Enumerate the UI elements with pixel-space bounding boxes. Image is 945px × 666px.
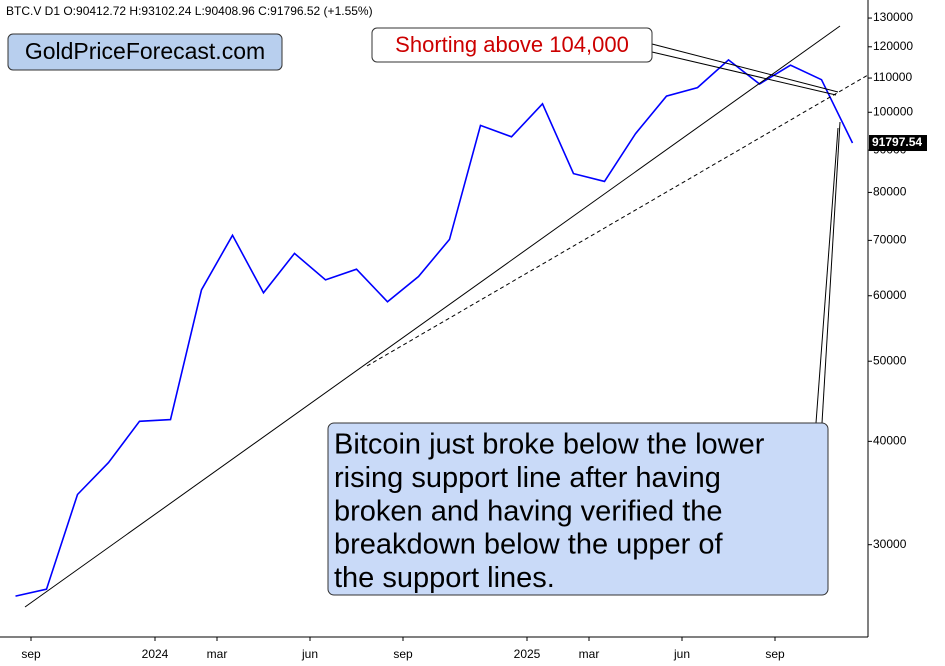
x-tick-label: sep xyxy=(765,647,785,661)
pointer-line xyxy=(815,127,839,424)
x-tick-label: sep xyxy=(21,647,41,661)
x-tick-label: 2025 xyxy=(514,647,541,661)
callout-box xyxy=(371,27,653,63)
y-tick-label: 30000 xyxy=(873,537,907,551)
plot-area xyxy=(15,58,854,597)
y-tick-label: 70000 xyxy=(873,233,907,247)
y-tick-label: 80000 xyxy=(873,185,907,199)
x-tick-label: sep xyxy=(393,647,413,661)
y-tick-label: 100000 xyxy=(873,104,913,118)
note: Bitcoin just broke below the lowerrising… xyxy=(334,429,765,594)
support-line xyxy=(24,25,841,608)
callout: Shorting above 104,000 xyxy=(395,32,629,57)
pointer-line xyxy=(651,51,837,96)
pointer-line xyxy=(651,43,839,93)
note-line: Bitcoin just broke below the lower xyxy=(334,429,765,461)
x-tick-label: mar xyxy=(207,647,228,661)
last-price-label: 91797.54 xyxy=(872,135,922,149)
y-tick-label: 40000 xyxy=(873,434,907,448)
note-line: the support lines. xyxy=(334,562,555,594)
header: BTC.V D1 O:90412.72 H:93102.24 L:90408.9… xyxy=(6,4,373,18)
y-tick-label: 60000 xyxy=(873,288,907,302)
brand: GoldPriceForecast.com xyxy=(25,38,265,64)
brand-box xyxy=(7,33,283,71)
y-tick-label: 110000 xyxy=(873,70,912,84)
y-tick-label: 50000 xyxy=(873,353,907,367)
x-tick-label: jun xyxy=(301,647,318,661)
pointer-line xyxy=(821,121,841,424)
note-line: broken and having verified the xyxy=(334,495,723,527)
price-line xyxy=(15,58,854,597)
note-box xyxy=(327,422,829,596)
y-tick-label: 130000 xyxy=(873,10,913,24)
support-line-dashed xyxy=(366,74,869,367)
x-tick-label: 2024 xyxy=(142,647,169,661)
note-line: breakdown below the upper of xyxy=(334,529,723,561)
note-line: rising support line after having xyxy=(334,462,721,494)
x-tick-label: mar xyxy=(579,647,600,661)
last-price-box xyxy=(869,135,927,152)
x-tick-label: jun xyxy=(673,647,690,661)
y-tick-label: 120000 xyxy=(873,39,913,53)
